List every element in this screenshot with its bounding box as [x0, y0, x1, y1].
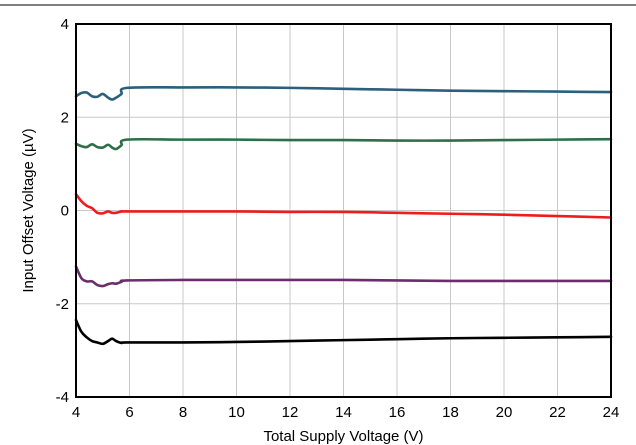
y-tick-label: -4: [56, 389, 69, 406]
y-tick-label: 4: [61, 16, 69, 33]
x-tick-label: 8: [179, 404, 187, 421]
x-tick-label: 14: [335, 404, 352, 421]
x-tick-label: 22: [549, 404, 566, 421]
x-tick-labels: 4 6 8 10 12 14 16 18 20 22 24: [72, 404, 620, 421]
series-line-1: [74, 85, 613, 101]
x-tick-label: 24: [603, 404, 620, 421]
x-tick-label: 18: [442, 404, 459, 421]
x-tick-label: 6: [125, 404, 133, 421]
x-tick-label: 4: [72, 404, 80, 421]
y-tick-labels: -4 -2 0 2 4: [56, 16, 69, 406]
y-tick-label: -2: [56, 296, 69, 313]
y-tick-label: 0: [61, 203, 69, 220]
x-tick-label: 12: [282, 404, 299, 421]
plot-frame: [75, 23, 612, 398]
x-tick-label: 20: [496, 404, 513, 421]
y-tick-label: 2: [61, 109, 69, 126]
x-tick-label: 10: [228, 404, 245, 421]
series-line-5: [74, 318, 613, 346]
series-line-2: [74, 137, 613, 151]
series-line-3: [74, 192, 613, 219]
y-axis-title: Input Offset Voltage (µV): [20, 128, 37, 292]
series-line-4: [74, 265, 613, 288]
x-axis-title: Total Supply Voltage (V): [263, 428, 423, 445]
series-layer: [74, 85, 613, 346]
x-tick-label: 16: [389, 404, 406, 421]
